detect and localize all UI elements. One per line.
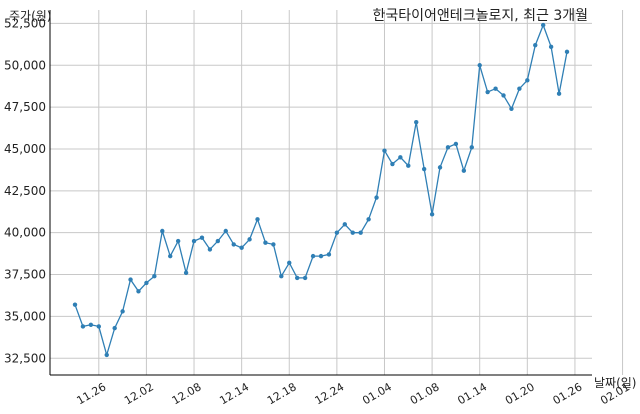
data-point — [152, 274, 157, 279]
data-point — [334, 230, 340, 235]
data-point — [398, 155, 403, 160]
data-point — [533, 42, 538, 48]
y-tick-labels: 32,500 35,000 37,500 40,000 42,500 45,000 47,5… — [4, 16, 46, 365]
data-point — [437, 165, 443, 170]
axis-layer — [49, 10, 592, 376]
x-tick-label: 01.08 — [408, 380, 442, 407]
data-point — [366, 217, 371, 222]
data-point — [239, 245, 244, 250]
price-points — [72, 22, 570, 358]
data-point — [263, 240, 268, 245]
data-point — [564, 49, 570, 55]
y-tick-label: 47,500 — [4, 100, 46, 114]
x-tick-labels: 11.26 12.02 12.08 12.14 12.18 12.24 01.04 01.08… — [75, 380, 633, 407]
data-point — [326, 252, 332, 257]
data-point — [342, 222, 348, 227]
data-point — [80, 324, 86, 329]
data-point — [199, 235, 205, 240]
x-tick-label: 01.26 — [551, 380, 585, 407]
data-point — [175, 238, 181, 244]
data-point — [223, 228, 228, 234]
x-tick-label: 12.02 — [122, 380, 156, 407]
x-tick-label: 12.14 — [217, 380, 251, 407]
data-point — [96, 324, 102, 329]
data-point — [525, 78, 530, 83]
data-point — [540, 22, 546, 28]
data-point — [183, 270, 189, 276]
data-point — [215, 238, 221, 244]
data-point — [318, 253, 324, 259]
x-tick-label: 01.14 — [455, 380, 489, 407]
data-point — [556, 91, 562, 96]
y-tick-label: 50,000 — [4, 58, 46, 72]
data-point — [493, 86, 498, 91]
y-tick-label: 32,500 — [4, 351, 46, 365]
data-point — [445, 145, 451, 150]
data-point — [207, 247, 213, 252]
data-point — [350, 230, 355, 235]
data-point — [469, 145, 474, 150]
data-point — [501, 93, 506, 98]
data-point — [128, 277, 133, 282]
data-point — [88, 322, 94, 327]
x-tick-label: 12.24 — [313, 380, 347, 407]
data-point — [517, 86, 522, 91]
data-point — [191, 238, 197, 244]
data-point — [358, 230, 363, 235]
y-tick-label: 37,500 — [4, 268, 46, 282]
y-axis-label: 주가(원) — [9, 9, 51, 23]
data-point — [144, 280, 149, 286]
data-point — [429, 212, 435, 217]
data-point — [72, 302, 78, 307]
x-tick-label: 01.20 — [503, 380, 537, 407]
y-tick-label: 40,000 — [4, 226, 46, 240]
data-point — [287, 260, 292, 266]
y-tick-label: 52,500 — [4, 16, 46, 30]
data-point — [255, 217, 260, 222]
data-point — [120, 309, 125, 314]
x-tick-label: 12.08 — [170, 380, 204, 407]
data-point — [231, 242, 236, 247]
data-point — [168, 253, 173, 259]
data-point — [302, 275, 308, 281]
data-point — [453, 141, 459, 147]
data-point — [382, 148, 387, 153]
y-tick-label: 45,000 — [4, 142, 46, 156]
data-point — [509, 106, 514, 111]
data-point — [271, 242, 276, 247]
data-point — [485, 89, 490, 95]
x-tick-label: 12.18 — [265, 380, 299, 407]
data-point — [104, 352, 109, 358]
chart-title: 한국타이어앤테크놀로지, 최근 3개월 — [373, 8, 588, 24]
data-point — [112, 325, 117, 331]
data-point — [160, 228, 165, 234]
x-axis-label: 날짜(일) — [594, 376, 636, 390]
x-tick-label: 01.04 — [360, 380, 394, 407]
y-tick-label: 35,000 — [4, 309, 46, 323]
grid-layer — [50, 10, 624, 375]
data-point — [279, 274, 284, 279]
data-point — [461, 168, 467, 173]
price-series-line — [74, 23, 568, 358]
data-point — [406, 163, 411, 168]
data-point — [247, 237, 252, 242]
data-point — [421, 166, 427, 172]
x-tick-label: 11.26 — [75, 380, 109, 407]
data-point — [310, 253, 316, 259]
data-point — [548, 44, 554, 50]
data-point — [390, 161, 395, 167]
data-point — [414, 119, 419, 125]
y-tick-label: 42,500 — [4, 184, 46, 198]
data-point — [477, 63, 482, 68]
data-point — [136, 289, 141, 294]
data-point — [374, 195, 379, 200]
data-point — [294, 275, 300, 281]
